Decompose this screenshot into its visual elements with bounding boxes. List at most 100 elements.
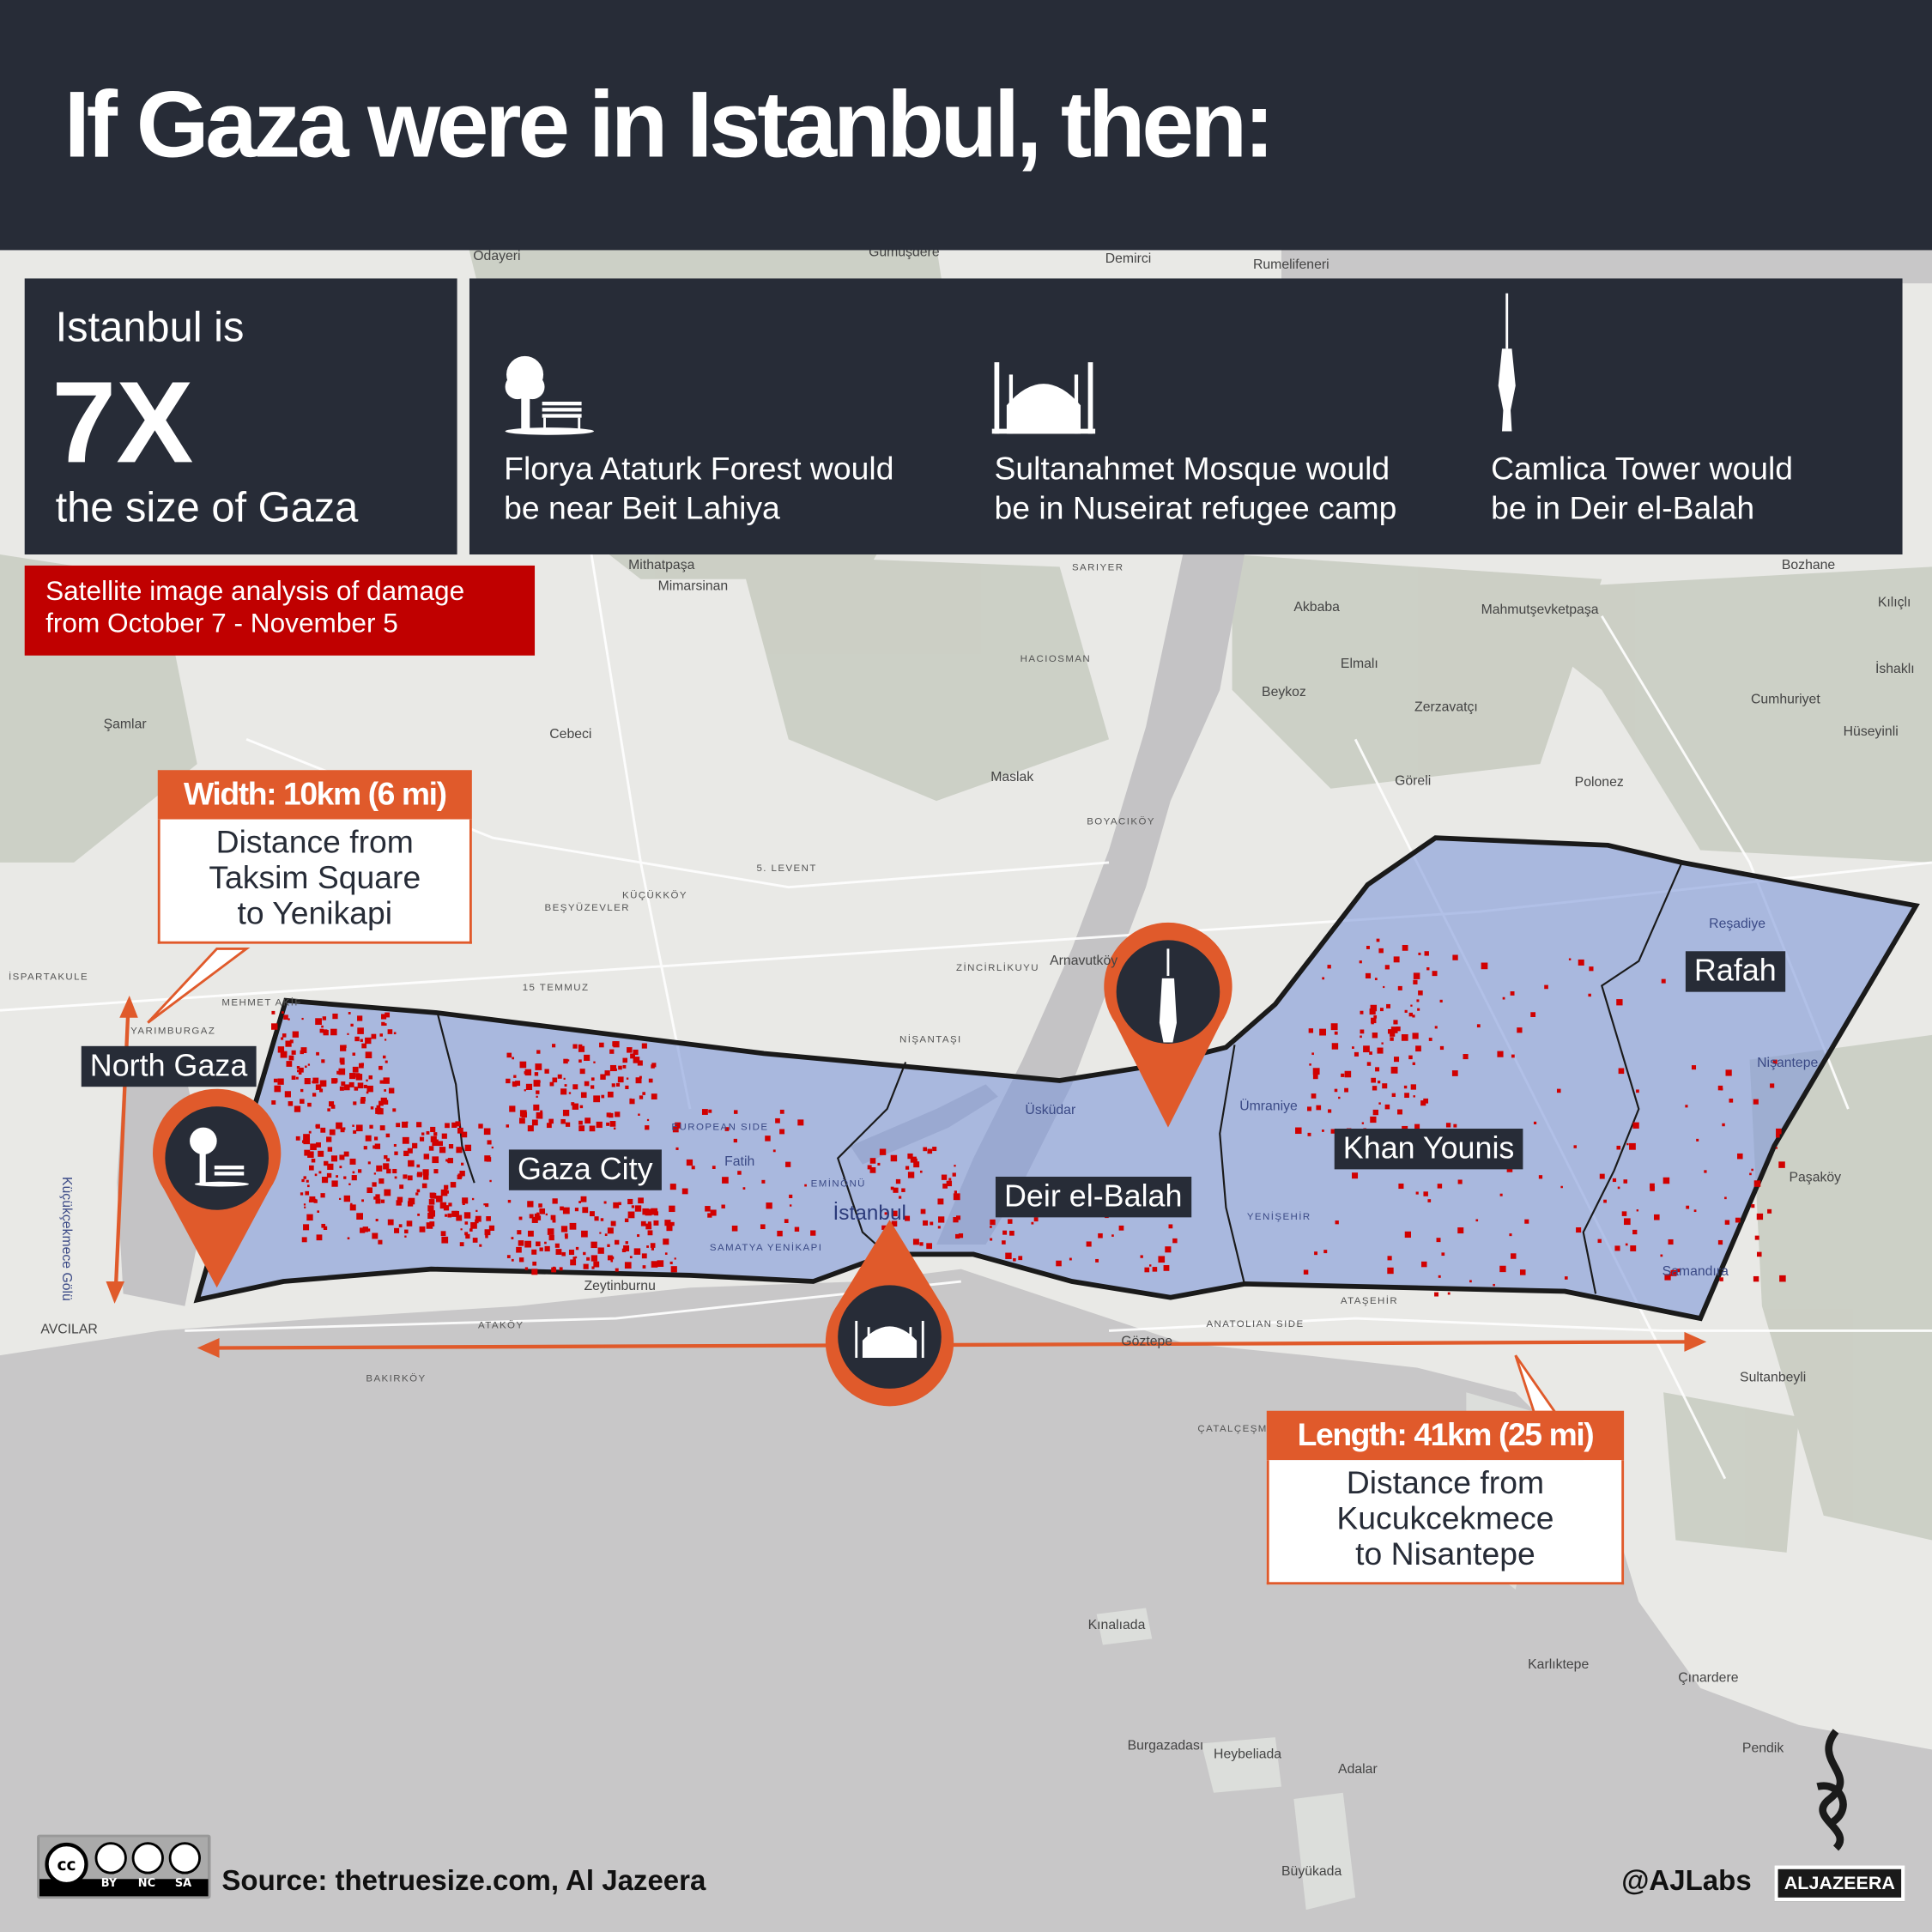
cc-sa: SA bbox=[174, 1877, 192, 1891]
damage-spot bbox=[584, 1054, 591, 1062]
damage-spot bbox=[1416, 999, 1420, 1002]
map-label: Hüseyinli bbox=[1843, 724, 1899, 740]
damage-spot bbox=[610, 1256, 615, 1260]
damage-spot bbox=[427, 1205, 434, 1212]
damage-spot bbox=[301, 1017, 304, 1021]
map-label: Mahmutşevketpaşa bbox=[1481, 603, 1599, 618]
damage-spot bbox=[1018, 1256, 1023, 1261]
damage-spot bbox=[445, 1123, 450, 1129]
damage-spot bbox=[336, 1175, 339, 1178]
label-gaza-city: Gaza City bbox=[508, 1149, 662, 1190]
damage-spot bbox=[810, 1230, 816, 1236]
damage-spot bbox=[1424, 951, 1429, 956]
damage-spot bbox=[642, 1092, 645, 1095]
damage-spot bbox=[639, 1095, 644, 1099]
map-label: ANATOLIAN SIDE bbox=[1206, 1318, 1305, 1330]
damage-spot bbox=[633, 1057, 640, 1063]
damage-spot bbox=[435, 1196, 443, 1202]
damage-spot bbox=[1374, 978, 1378, 981]
damage-spot bbox=[1311, 1093, 1317, 1099]
damage-spot bbox=[760, 1224, 766, 1230]
damage-spot bbox=[348, 1012, 351, 1014]
damage-spot bbox=[1334, 1088, 1338, 1093]
damage-spot bbox=[589, 1211, 595, 1217]
damage-spot bbox=[1371, 1021, 1374, 1025]
damage-spot bbox=[385, 1012, 391, 1018]
damage-spot bbox=[1453, 1123, 1457, 1128]
damage-spot bbox=[1756, 1213, 1764, 1220]
damage-spot bbox=[733, 1110, 738, 1114]
damage-spot bbox=[594, 1216, 599, 1221]
damage-spot bbox=[1428, 1038, 1432, 1041]
map-label: BOYACIKÖY bbox=[1087, 815, 1155, 827]
damage-spot bbox=[1427, 1199, 1432, 1202]
map-label: Küçükçekmece Gölü bbox=[58, 1176, 75, 1301]
damage-spot bbox=[1506, 1166, 1513, 1172]
damage-spot bbox=[1510, 991, 1515, 996]
damage-spot bbox=[304, 1149, 311, 1156]
damage-spot bbox=[548, 1118, 554, 1124]
damage-spot bbox=[568, 1249, 575, 1256]
damage-spot bbox=[340, 1045, 347, 1051]
damage-spot bbox=[365, 1051, 372, 1059]
damage-spot bbox=[301, 1178, 305, 1183]
damage-spot bbox=[618, 1202, 621, 1206]
damage-spot bbox=[596, 1121, 603, 1129]
damage-spot bbox=[651, 1063, 657, 1068]
damage-spot bbox=[952, 1172, 956, 1177]
damage-spot bbox=[669, 1261, 673, 1265]
damage-spot bbox=[1140, 1255, 1143, 1258]
damage-spot bbox=[1098, 1232, 1103, 1239]
map-label: MEHMET AKİF bbox=[221, 996, 302, 1008]
damage-spot bbox=[1322, 977, 1325, 980]
damage-spot bbox=[1772, 1059, 1778, 1064]
damage-spot bbox=[1770, 1083, 1775, 1088]
damage-spot bbox=[1172, 1238, 1178, 1244]
damage-spot bbox=[445, 1214, 448, 1217]
damage-spot bbox=[531, 1249, 537, 1255]
damage-spot bbox=[892, 1210, 898, 1217]
damage-spot bbox=[541, 1210, 544, 1214]
damage-spot bbox=[1369, 1008, 1376, 1015]
tower-icon bbox=[1159, 948, 1177, 1043]
damage-spot bbox=[629, 1099, 635, 1105]
damage-spot bbox=[1776, 1128, 1782, 1135]
damage-spot bbox=[1165, 1246, 1172, 1253]
damage-spot bbox=[1603, 1199, 1607, 1203]
damage-spot bbox=[578, 1059, 582, 1063]
damage-spot bbox=[343, 1195, 351, 1202]
damage-spot bbox=[633, 1248, 641, 1255]
damage-spot bbox=[271, 1100, 276, 1105]
damage-spot bbox=[779, 1109, 784, 1114]
damage-spot bbox=[615, 1111, 621, 1117]
map-label: ÇATALÇEŞME bbox=[1197, 1423, 1275, 1435]
damage-spot bbox=[1378, 1102, 1381, 1105]
damage-spot bbox=[471, 1197, 475, 1201]
damage-spot bbox=[536, 1095, 538, 1098]
damage-spot bbox=[1625, 1243, 1628, 1246]
damage-spot bbox=[1387, 1256, 1392, 1261]
damage-spot bbox=[483, 1128, 491, 1136]
map-label: Nişantepe bbox=[1757, 1056, 1819, 1071]
damage-spot bbox=[307, 1151, 314, 1158]
damage-spot bbox=[284, 1091, 291, 1098]
map-label: Polonez bbox=[1574, 774, 1624, 790]
damage-spot bbox=[1322, 1130, 1324, 1132]
damage-spot bbox=[292, 1031, 299, 1038]
damage-spot bbox=[393, 1032, 397, 1035]
damage-spot bbox=[488, 1225, 495, 1231]
damage-spot bbox=[1365, 972, 1372, 978]
damage-spot bbox=[1696, 1138, 1699, 1142]
damage-spot bbox=[426, 1130, 430, 1135]
damage-spot bbox=[1434, 1292, 1438, 1297]
damage-spot bbox=[609, 1121, 616, 1127]
damage-spot bbox=[1352, 1172, 1359, 1179]
damage-spot bbox=[385, 1060, 388, 1063]
note-line: from October 7 - November 5 bbox=[45, 607, 398, 639]
damage-spot bbox=[591, 1077, 595, 1081]
damage-spot bbox=[650, 1243, 656, 1248]
damage-spot bbox=[631, 1205, 634, 1208]
damage-spot bbox=[383, 1163, 390, 1170]
damage-spot bbox=[487, 1140, 492, 1145]
